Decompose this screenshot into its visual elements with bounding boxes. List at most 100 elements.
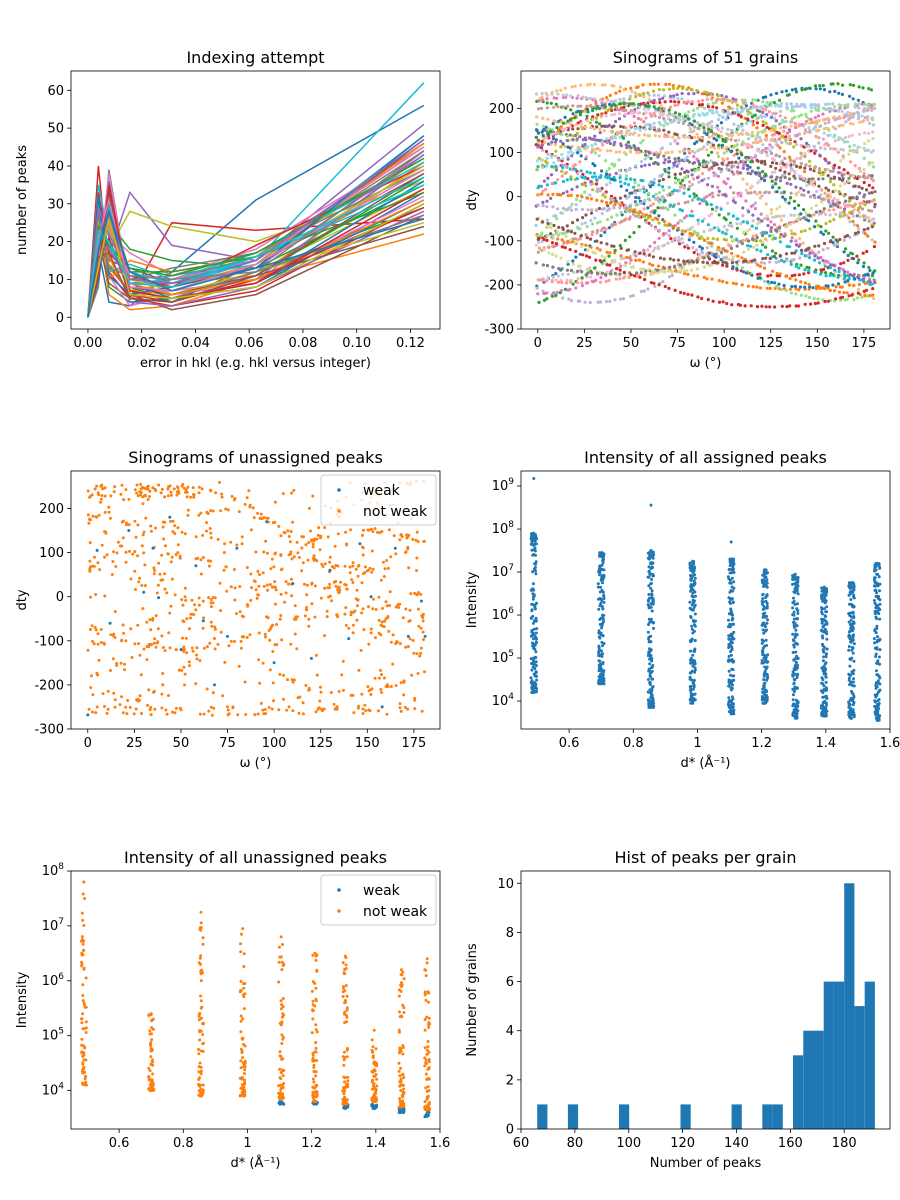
data-point: [614, 91, 618, 95]
data-point: [657, 200, 662, 204]
data-point: [629, 258, 633, 262]
data-point: [127, 523, 131, 527]
data-point: [647, 151, 652, 155]
data-point: [700, 246, 705, 250]
data-point: [231, 705, 235, 709]
data-point: [292, 488, 296, 492]
data-point: [632, 185, 636, 189]
data-point: [386, 566, 390, 570]
data-point: [554, 140, 558, 144]
data-point: [605, 149, 610, 153]
data-point: [290, 491, 294, 495]
data-point: [289, 577, 293, 581]
data-point: [769, 104, 773, 108]
data-point: [289, 642, 293, 646]
data-point: [837, 290, 842, 294]
data-point: [619, 210, 623, 214]
data-point: [106, 707, 110, 711]
data-point: [736, 254, 740, 258]
data-point: [618, 135, 622, 140]
data-point: [385, 604, 389, 608]
data-point: [704, 200, 708, 204]
data-point: [648, 181, 652, 185]
data-point: [594, 142, 598, 146]
data-point: [748, 227, 752, 231]
data-point: [202, 646, 206, 650]
data-point: [814, 219, 818, 223]
data-point: [715, 205, 719, 209]
data-point: [842, 261, 846, 265]
data-point: [707, 167, 711, 171]
data-point: [676, 103, 680, 107]
data-point: [870, 225, 874, 229]
data-point: [748, 244, 753, 248]
data-point: [730, 129, 735, 133]
data-point: [807, 295, 812, 300]
series-line: [87, 225, 425, 318]
data-point: [398, 602, 402, 606]
data-point: [768, 143, 772, 147]
data-point: [742, 270, 746, 274]
data-point: [255, 596, 259, 600]
data-point: [682, 216, 687, 220]
data-point: [534, 682, 538, 686]
data-point: [725, 201, 730, 205]
data-point: [566, 194, 570, 198]
grain-sinogram: [537, 115, 874, 250]
data-point: [729, 150, 733, 154]
data-point: [595, 189, 599, 193]
data-point: [709, 145, 713, 149]
data-point: [531, 582, 535, 586]
data-point: [769, 273, 773, 277]
data-point: [588, 121, 592, 125]
data-point: [545, 205, 549, 209]
x-tick-label: 50: [623, 336, 640, 351]
data-point: [535, 690, 538, 694]
data-point: [784, 165, 788, 169]
data-point: [715, 109, 719, 114]
data-point: [683, 157, 687, 161]
data-point: [808, 251, 812, 255]
data-point: [677, 158, 681, 162]
data-point: [738, 303, 743, 307]
data-point: [256, 593, 260, 597]
data-point: [764, 108, 768, 112]
data-point: [170, 710, 174, 714]
data-point: [648, 198, 652, 202]
data-point: [609, 136, 613, 140]
data-point: [826, 143, 831, 147]
chart-title: Sinograms of unassigned peaks: [128, 448, 383, 467]
data-point: [209, 488, 212, 492]
data-point: [623, 218, 627, 222]
data-point: [784, 89, 789, 93]
data-point: [593, 251, 597, 255]
data-point: [862, 146, 866, 150]
data-point: [233, 598, 237, 602]
data-point: [361, 533, 364, 537]
data-point: [575, 185, 579, 189]
data-point: [561, 121, 566, 125]
data-point: [750, 130, 755, 134]
data-point: [702, 265, 707, 269]
data-point: [199, 558, 203, 562]
data-point: [362, 628, 366, 632]
data-point: [91, 514, 95, 518]
data-point: [633, 91, 637, 95]
data-point: [594, 182, 599, 186]
data-point: [794, 185, 798, 189]
data-point: [717, 254, 721, 259]
data-point: [816, 256, 820, 260]
data-point: [828, 133, 832, 137]
data-point: [823, 168, 827, 172]
data-point: [809, 149, 813, 153]
data-point: [790, 251, 794, 255]
data-point: [540, 143, 544, 147]
data-point: [624, 169, 629, 173]
data-point: [213, 683, 216, 687]
data-point: [756, 166, 760, 170]
data-point: [592, 82, 597, 87]
data-point: [730, 303, 734, 307]
data-point: [789, 163, 793, 167]
data-point: [816, 114, 821, 118]
data-point: [734, 139, 738, 143]
